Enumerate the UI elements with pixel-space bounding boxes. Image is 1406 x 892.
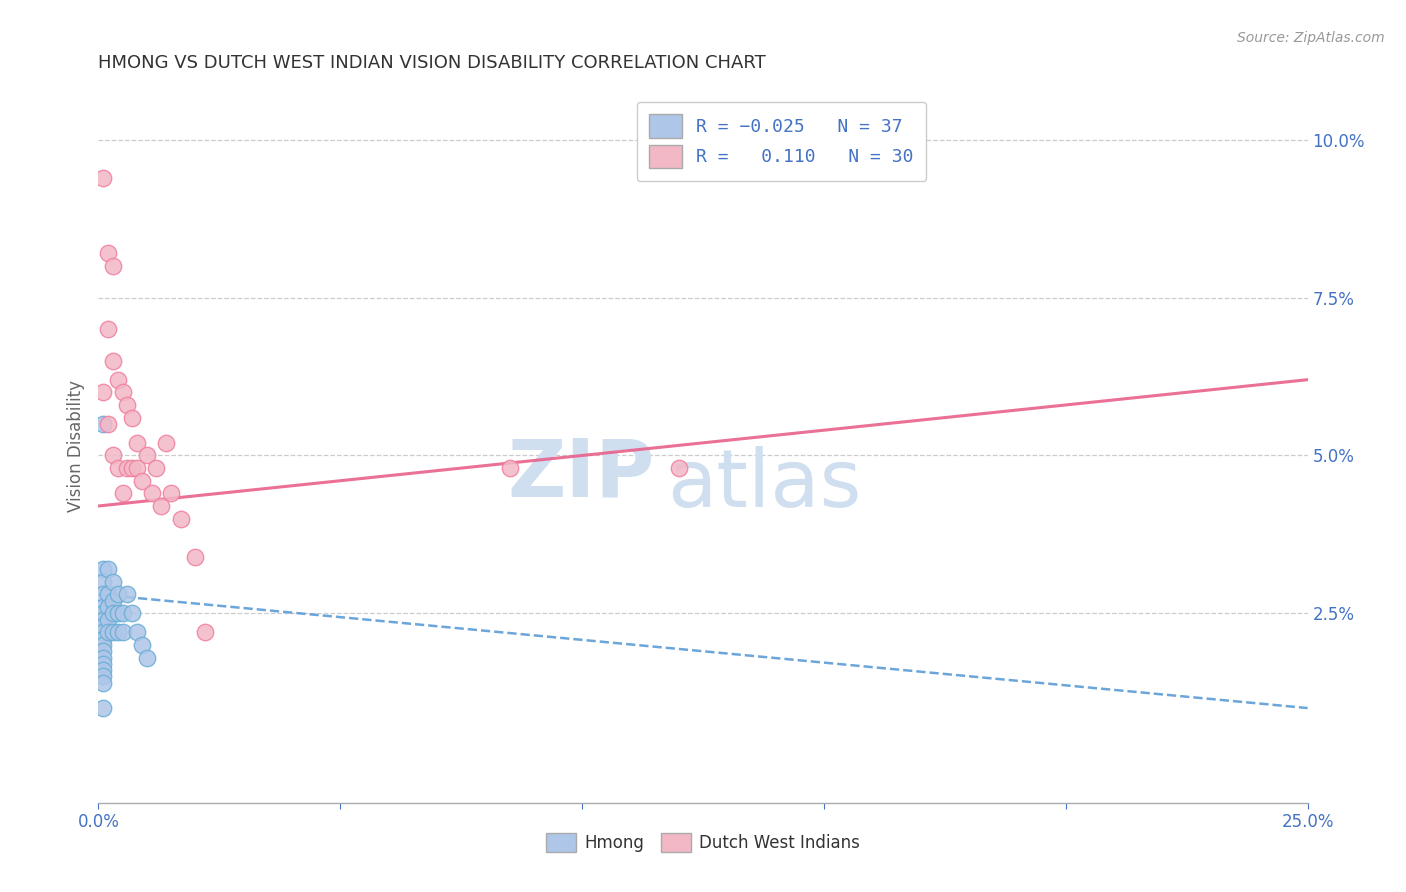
Point	[107, 607, 129, 621]
Point	[194, 625, 217, 640]
Point	[97, 562, 120, 576]
Point	[101, 353, 124, 368]
Point	[91, 701, 114, 715]
Point	[150, 499, 173, 513]
Point	[91, 562, 114, 576]
Point	[91, 675, 114, 690]
Point	[117, 398, 139, 412]
Y-axis label: Vision Disability: Vision Disability	[66, 380, 84, 512]
Point	[127, 435, 149, 450]
Point	[101, 574, 124, 589]
Point	[91, 385, 114, 400]
Point	[498, 461, 520, 475]
Point	[121, 607, 143, 621]
Point	[101, 625, 124, 640]
Text: atlas: atlas	[666, 446, 860, 524]
Point	[91, 170, 114, 185]
Point	[91, 650, 114, 665]
Point	[107, 625, 129, 640]
Point	[91, 607, 114, 621]
Point	[131, 474, 153, 488]
Point	[97, 417, 120, 431]
Point	[91, 417, 114, 431]
Point	[117, 461, 139, 475]
Point	[91, 625, 114, 640]
Text: Source: ZipAtlas.com: Source: ZipAtlas.com	[1237, 31, 1385, 45]
Point	[141, 486, 163, 500]
Point	[91, 669, 114, 683]
Point	[91, 663, 114, 677]
Point	[668, 461, 690, 475]
Point	[91, 619, 114, 633]
Point	[145, 461, 167, 475]
Point	[127, 461, 149, 475]
Point	[117, 587, 139, 601]
Point	[155, 435, 177, 450]
Point	[111, 486, 134, 500]
Point	[111, 385, 134, 400]
Point	[135, 650, 157, 665]
Point	[107, 373, 129, 387]
Point	[91, 644, 114, 658]
Point	[107, 461, 129, 475]
Point	[91, 587, 114, 601]
Point	[97, 600, 120, 615]
Legend: Hmong, Dutch West Indians: Hmong, Dutch West Indians	[540, 826, 866, 859]
Point	[101, 593, 124, 607]
Point	[97, 625, 120, 640]
Point	[160, 486, 183, 500]
Point	[91, 657, 114, 671]
Point	[91, 613, 114, 627]
Point	[135, 449, 157, 463]
Point	[91, 600, 114, 615]
Point	[101, 607, 124, 621]
Point	[97, 587, 120, 601]
Point	[91, 574, 114, 589]
Point	[121, 410, 143, 425]
Point	[169, 511, 191, 525]
Point	[101, 259, 124, 273]
Text: ZIP: ZIP	[508, 435, 655, 514]
Point	[121, 461, 143, 475]
Point	[97, 613, 120, 627]
Point	[91, 638, 114, 652]
Point	[111, 625, 134, 640]
Point	[101, 449, 124, 463]
Point	[97, 246, 120, 260]
Point	[91, 632, 114, 646]
Point	[131, 638, 153, 652]
Point	[184, 549, 207, 564]
Point	[107, 587, 129, 601]
Point	[97, 322, 120, 336]
Point	[127, 625, 149, 640]
Text: HMONG VS DUTCH WEST INDIAN VISION DISABILITY CORRELATION CHART: HMONG VS DUTCH WEST INDIAN VISION DISABI…	[98, 54, 766, 72]
Point	[111, 607, 134, 621]
